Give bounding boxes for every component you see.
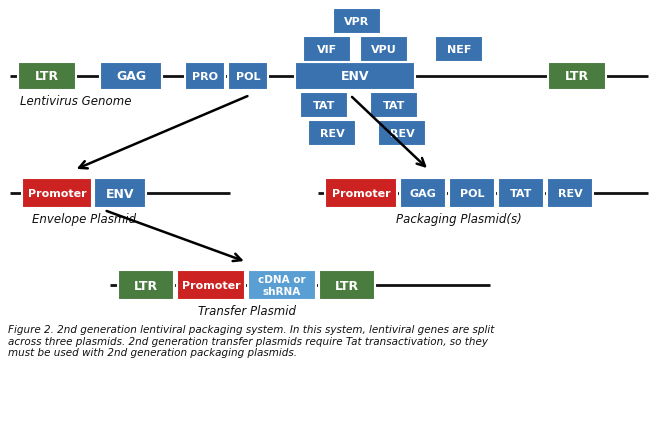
FancyBboxPatch shape <box>248 270 316 300</box>
FancyBboxPatch shape <box>333 9 381 35</box>
Text: REV: REV <box>390 129 415 139</box>
FancyBboxPatch shape <box>370 93 418 119</box>
Text: REV: REV <box>557 189 582 199</box>
Text: POL: POL <box>460 189 484 199</box>
FancyBboxPatch shape <box>100 63 162 91</box>
Text: Promoter: Promoter <box>332 189 390 199</box>
Text: Lentivirus Genome: Lentivirus Genome <box>20 95 132 108</box>
FancyBboxPatch shape <box>548 63 606 91</box>
Text: ENV: ENV <box>341 71 369 83</box>
Text: VPR: VPR <box>344 17 370 27</box>
Text: VPU: VPU <box>371 45 397 55</box>
FancyBboxPatch shape <box>22 178 92 209</box>
FancyBboxPatch shape <box>303 37 351 63</box>
Text: Promoter: Promoter <box>28 189 86 199</box>
FancyBboxPatch shape <box>325 178 397 209</box>
FancyBboxPatch shape <box>400 178 446 209</box>
Text: Figure 2. 2nd generation lentiviral packaging system. In this system, lentiviral: Figure 2. 2nd generation lentiviral pack… <box>8 324 494 357</box>
Text: TAT: TAT <box>510 189 532 199</box>
Text: POL: POL <box>236 72 261 82</box>
Text: ENV: ENV <box>106 187 134 200</box>
Text: PRO: PRO <box>192 72 218 82</box>
Text: LTR: LTR <box>35 71 59 83</box>
FancyBboxPatch shape <box>177 270 245 300</box>
Text: GAG: GAG <box>409 189 436 199</box>
Text: Promoter: Promoter <box>182 280 240 290</box>
Text: VIF: VIF <box>317 45 337 55</box>
Text: cDNA or
shRNA: cDNA or shRNA <box>258 275 306 296</box>
Text: Envelope Plasmid: Envelope Plasmid <box>32 212 136 225</box>
Text: Transfer Plasmid: Transfer Plasmid <box>197 304 295 317</box>
FancyBboxPatch shape <box>449 178 495 209</box>
FancyBboxPatch shape <box>360 37 408 63</box>
Text: Packaging Plasmid(s): Packaging Plasmid(s) <box>396 212 522 225</box>
FancyBboxPatch shape <box>228 63 268 91</box>
FancyBboxPatch shape <box>435 37 483 63</box>
FancyBboxPatch shape <box>295 63 415 91</box>
FancyBboxPatch shape <box>308 121 356 147</box>
FancyBboxPatch shape <box>547 178 593 209</box>
FancyBboxPatch shape <box>378 121 426 147</box>
FancyBboxPatch shape <box>18 63 76 91</box>
FancyBboxPatch shape <box>185 63 225 91</box>
Text: LTR: LTR <box>565 71 589 83</box>
FancyBboxPatch shape <box>319 270 375 300</box>
Text: NEF: NEF <box>447 45 471 55</box>
Text: LTR: LTR <box>134 279 158 292</box>
Text: TAT: TAT <box>313 101 335 111</box>
FancyBboxPatch shape <box>498 178 544 209</box>
FancyBboxPatch shape <box>118 270 174 300</box>
Text: LTR: LTR <box>335 279 359 292</box>
FancyBboxPatch shape <box>94 178 146 209</box>
Text: TAT: TAT <box>383 101 405 111</box>
FancyBboxPatch shape <box>300 93 348 119</box>
Text: GAG: GAG <box>116 71 146 83</box>
Text: REV: REV <box>320 129 344 139</box>
